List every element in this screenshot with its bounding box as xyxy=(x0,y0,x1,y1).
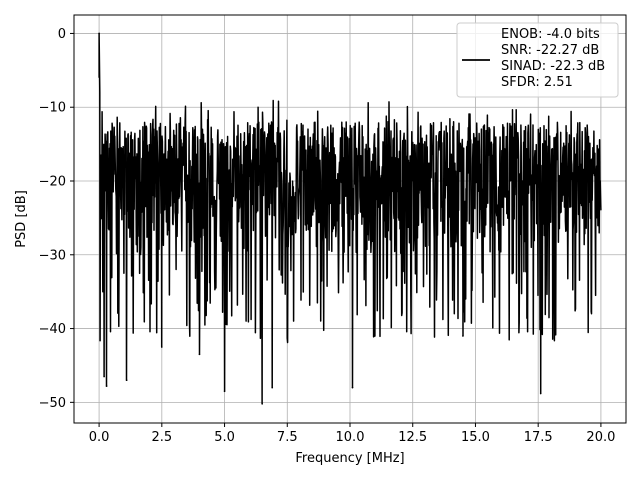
legend: ENOB: -4.0 bits SNR: -22.27 dB SINAD: -2… xyxy=(456,22,619,98)
y-tick-label: −10 xyxy=(39,101,66,116)
x-tick-label: 15.0 xyxy=(461,430,490,445)
y-tick-label: −40 xyxy=(39,322,66,337)
legend-sfdr: SFDR: 2.51 xyxy=(501,75,573,90)
psd-dip-point xyxy=(105,385,108,387)
x-tick-label: 0.0 xyxy=(89,430,110,445)
psd-dip-point xyxy=(351,386,354,389)
psd-dip-point xyxy=(261,403,263,405)
x-axis-ticks: 0.0 2.5 5.0 7.5 10.0 12.5 15.0 17.5 20.0 xyxy=(89,423,615,445)
x-tick-label: 2.5 xyxy=(151,430,172,445)
legend-enob: ENOB: -4.0 bits xyxy=(501,27,600,42)
y-tick-label: −50 xyxy=(39,396,66,411)
psd-dip-point xyxy=(161,346,163,348)
y-axis-label: PSD [dB] xyxy=(14,190,29,248)
psd-line xyxy=(98,32,602,405)
legend-snr: SNR: -22.27 dB xyxy=(501,43,599,58)
psd-dip-point xyxy=(271,386,274,389)
psd-dip-point xyxy=(198,353,201,356)
x-tick-label: 17.5 xyxy=(524,430,553,445)
x-tick-label: 7.5 xyxy=(277,430,298,445)
y-tick-label: 0 xyxy=(58,27,66,42)
psd-dip-point xyxy=(103,375,105,378)
x-axis-label: Frequency [MHz] xyxy=(295,451,404,466)
y-axis-ticks: 0 −10 −20 −30 −40 −50 xyxy=(39,27,74,411)
psd-series xyxy=(98,32,602,405)
psd-peak-point xyxy=(98,32,100,35)
psd-dip-point xyxy=(125,379,128,382)
x-tick-label: 5.0 xyxy=(214,430,235,445)
legend-box xyxy=(456,22,619,98)
x-tick-label: 10.0 xyxy=(336,430,365,445)
y-tick-label: −20 xyxy=(39,175,66,190)
psd-dip-point xyxy=(462,335,464,337)
x-tick-label: 12.5 xyxy=(398,430,427,445)
legend-sinad: SINAD: -22.3 dB xyxy=(501,59,605,74)
y-tick-label: −30 xyxy=(39,248,66,263)
x-tick-label: 20.0 xyxy=(586,430,615,445)
psd-dip-point xyxy=(223,390,226,393)
psd-dip-point xyxy=(539,392,542,395)
